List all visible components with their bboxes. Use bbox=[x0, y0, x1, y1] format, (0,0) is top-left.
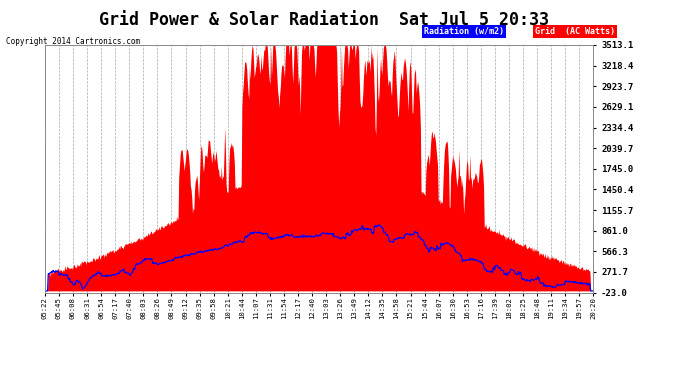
Text: Grid Power & Solar Radiation  Sat Jul 5 20:33: Grid Power & Solar Radiation Sat Jul 5 2… bbox=[99, 11, 549, 29]
Text: Radiation (w/m2): Radiation (w/m2) bbox=[424, 27, 504, 36]
Text: Grid  (AC Watts): Grid (AC Watts) bbox=[535, 27, 615, 36]
Text: Copyright 2014 Cartronics.com: Copyright 2014 Cartronics.com bbox=[6, 38, 139, 46]
